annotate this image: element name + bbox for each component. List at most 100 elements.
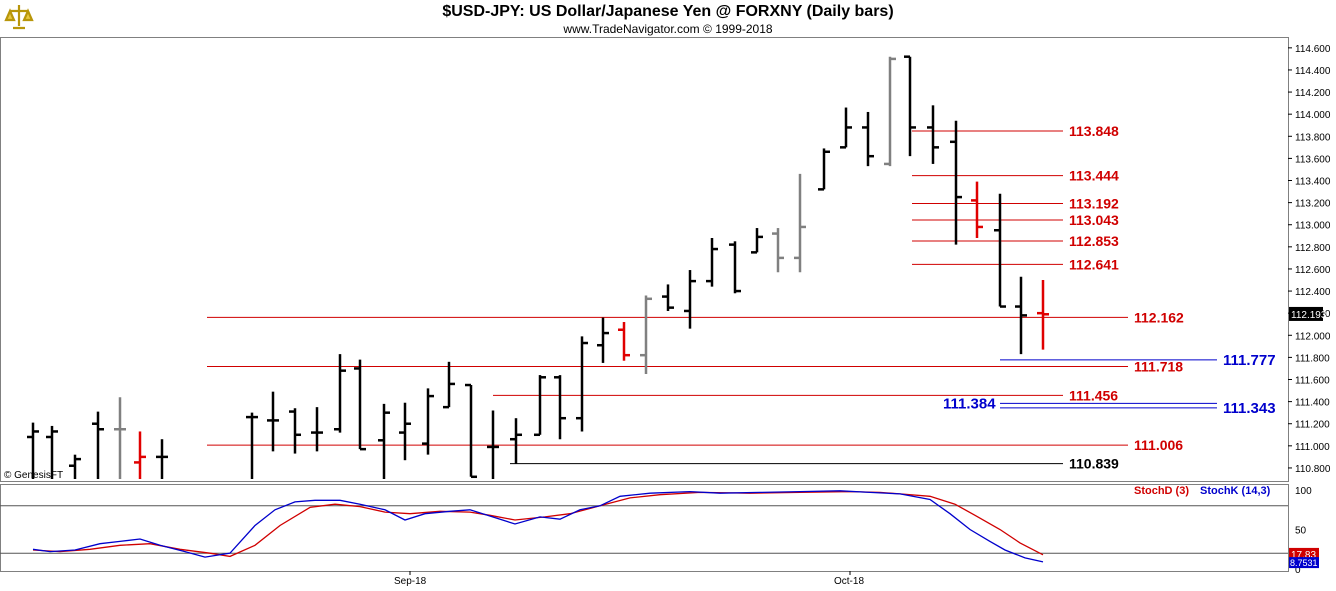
ohlc-bar — [134, 431, 146, 479]
level-label-111-343: 111.343 — [1223, 400, 1276, 417]
ohlc-bar — [840, 107, 852, 149]
ohlc-bar — [487, 410, 499, 479]
level-label-111-384: 111.384 — [943, 395, 996, 412]
ohlc-bar — [69, 454, 81, 479]
ohlc-bar — [334, 354, 346, 433]
stoch-tick-label: 0 — [1295, 565, 1301, 576]
ohlc-bar — [534, 375, 546, 437]
chart-title: $USD-JPY: US Dollar/Japanese Yen @ FORXN… — [442, 3, 894, 20]
ohlc-bar — [772, 228, 784, 273]
y-tick-label: 111.000 — [1295, 442, 1330, 453]
ohlc-bar — [618, 322, 630, 361]
ohlc-bar — [1015, 276, 1027, 355]
ohlc-bar — [640, 295, 652, 374]
ohlc-bar — [422, 388, 434, 455]
y-tick-label: 113.400 — [1295, 177, 1331, 188]
ohlc-bar — [971, 181, 983, 238]
chart-header: $USD-JPY: US Dollar/Japanese Yen @ FORXN… — [0, 0, 1336, 37]
y-tick-label: 111.400 — [1295, 398, 1330, 409]
ohlc-bar — [399, 402, 411, 461]
chart-subtitle: www.TradeNavigator.com © 1999-2018 — [563, 22, 773, 36]
ohlc-bar — [684, 270, 696, 329]
level-label-111-006: 111.006 — [1134, 437, 1183, 453]
x-label-sep: Sep-18 — [394, 576, 427, 587]
ohlc-bar — [706, 237, 718, 287]
stochk-legend: StochK (14,3) — [1200, 485, 1271, 497]
y-tick-label: 112.400 — [1295, 287, 1331, 298]
y-tick-label: 114.000 — [1295, 110, 1331, 121]
chart-frames — [0, 37, 1289, 572]
y-tick-label: 112.000 — [1295, 331, 1331, 342]
ohlc-bar — [884, 56, 896, 167]
y-tick-label: 113.200 — [1295, 199, 1331, 210]
ohlc-bar — [267, 391, 279, 452]
logo-icon — [4, 2, 34, 32]
y-tick-label: 113.000 — [1295, 221, 1331, 232]
ohlc-bar — [92, 411, 104, 479]
ohlc-bar — [510, 418, 522, 464]
level-label-112-641: 112.641 — [1069, 256, 1119, 272]
ohlc-bar — [114, 397, 126, 479]
stoch-tick-label: 100 — [1295, 486, 1312, 497]
ohlc-bar — [862, 111, 874, 167]
y-tick-label: 112.600 — [1295, 265, 1331, 276]
stochd-legend: StochD (3) — [1134, 485, 1189, 497]
ohlc-bar — [818, 148, 830, 191]
ohlc-bar — [311, 407, 323, 452]
last-price-box — [1289, 306, 1323, 321]
ohlc-bar — [465, 383, 477, 479]
stochk-last-label: 8.7531 — [1290, 558, 1318, 568]
ohlc-bar — [46, 425, 58, 479]
y-tick-label: 114.400 — [1295, 66, 1331, 77]
level-label-112-853: 112.853 — [1069, 233, 1119, 249]
ohlc-bar — [794, 173, 806, 273]
ohlc-bar — [994, 193, 1006, 308]
level-label-111-777: 111.777 — [1223, 352, 1276, 369]
ohlc-bar — [597, 317, 609, 363]
ohlc-bar — [1037, 280, 1049, 350]
x-label-oct: Oct-18 — [834, 576, 864, 587]
y-tick-label: 111.200 — [1295, 420, 1330, 431]
level-label-111-456: 111.456 — [1069, 387, 1118, 403]
ohlc-bar — [751, 228, 763, 254]
price-bars — [27, 55, 1049, 479]
level-label-113-848: 113.848 — [1069, 123, 1119, 139]
y-tick-label: 113.600 — [1295, 154, 1331, 165]
stoch-panel-frame — [0, 484, 1289, 572]
level-label-111-718: 111.718 — [1134, 358, 1183, 374]
level-label-113-043: 113.043 — [1069, 212, 1119, 228]
stoch-tick-label: 50 — [1295, 526, 1307, 537]
ohlc-bar — [27, 422, 39, 479]
ohlc-bar — [576, 336, 588, 432]
ohlc-bar — [443, 361, 455, 409]
y-tick-label: 111.600 — [1295, 376, 1330, 387]
level-label-110-839: 110.839 — [1069, 456, 1119, 472]
ohlc-bar — [662, 284, 674, 311]
copyright-label: © GenesisFT — [4, 470, 63, 481]
stochastic-panel — [32, 490, 1044, 563]
ohlc-bar — [289, 408, 301, 454]
y-tick-label: 114.600 — [1295, 44, 1331, 55]
ohlc-bar — [554, 375, 566, 440]
ohlc-bar — [904, 55, 916, 157]
ohlc-bar — [950, 120, 962, 245]
y-tick-label: 112.800 — [1295, 243, 1331, 254]
ohlc-bar — [378, 403, 390, 479]
ohlc-bar — [156, 439, 168, 479]
axes: 114.600 114.400 114.200 114.000 113.800 113.6… — [409, 44, 1331, 576]
ohlc-bar — [729, 241, 741, 294]
y-tick-label: 114.200 — [1295, 88, 1331, 99]
y-tick-label: 111.800 — [1295, 353, 1330, 364]
ohlc-bar — [927, 105, 939, 164]
ohlc-bar — [354, 359, 366, 451]
level-label-113-192: 113.192 — [1069, 196, 1119, 212]
y-tick-label: 113.800 — [1295, 132, 1331, 143]
y-tick-label: 110.800 — [1295, 464, 1331, 475]
level-label-113-444: 113.444 — [1069, 168, 1119, 184]
stochd-last-label: 17.83 — [1291, 550, 1316, 561]
stochk-last-box — [1289, 557, 1319, 569]
last-price-label: 112.193 — [1291, 310, 1327, 321]
level-label-112-162: 112.162 — [1134, 309, 1184, 325]
